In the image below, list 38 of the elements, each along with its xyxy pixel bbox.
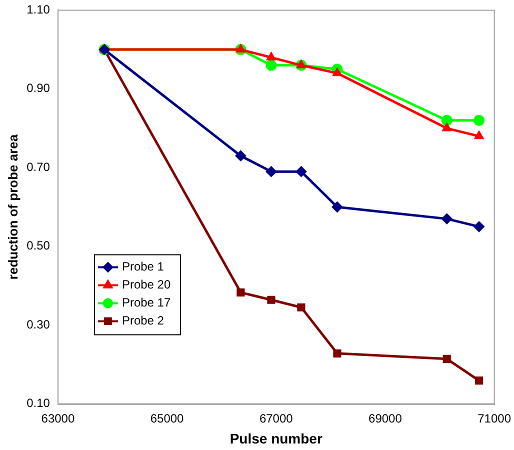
point bbox=[296, 60, 306, 68]
point bbox=[442, 122, 452, 132]
point bbox=[236, 44, 246, 53]
point bbox=[235, 150, 246, 162]
point bbox=[442, 354, 451, 363]
point bbox=[267, 296, 276, 304]
point bbox=[333, 349, 342, 358]
point bbox=[266, 60, 277, 71]
legend-label: Probe 1 bbox=[122, 260, 164, 274]
point bbox=[474, 114, 485, 126]
point bbox=[441, 213, 452, 224]
x-tick-label: 69000 bbox=[368, 411, 402, 426]
point bbox=[296, 166, 307, 178]
point bbox=[266, 52, 276, 60]
x-tick-label: 65000 bbox=[150, 411, 184, 426]
x-tick-label: 71000 bbox=[478, 411, 512, 426]
point bbox=[332, 202, 343, 212]
point bbox=[441, 114, 452, 126]
point bbox=[475, 376, 484, 385]
point bbox=[474, 221, 485, 232]
x-axis-title: Pulse number bbox=[230, 430, 323, 446]
point bbox=[474, 130, 484, 140]
y-tick-label: 0.50 bbox=[26, 238, 50, 253]
legend-label: Probe 2 bbox=[122, 314, 164, 328]
point bbox=[332, 68, 342, 76]
point bbox=[236, 288, 245, 296]
y-axis-title: reduction of probe area bbox=[5, 134, 20, 280]
point bbox=[297, 303, 306, 312]
y-tick-label: 0.10 bbox=[26, 396, 50, 410]
y-tick-label: 1.10 bbox=[26, 2, 50, 17]
y-tick-label: 0.90 bbox=[26, 81, 50, 96]
y-tick-label: 0.70 bbox=[26, 160, 50, 174]
y-tick-label: 0.30 bbox=[26, 317, 50, 332]
x-tick-label: 67000 bbox=[259, 411, 294, 426]
x-tick-label: 63000 bbox=[41, 411, 75, 426]
legend-label: Probe 20 bbox=[122, 278, 171, 292]
legend-label: Probe 17 bbox=[122, 296, 171, 310]
point bbox=[266, 166, 277, 178]
